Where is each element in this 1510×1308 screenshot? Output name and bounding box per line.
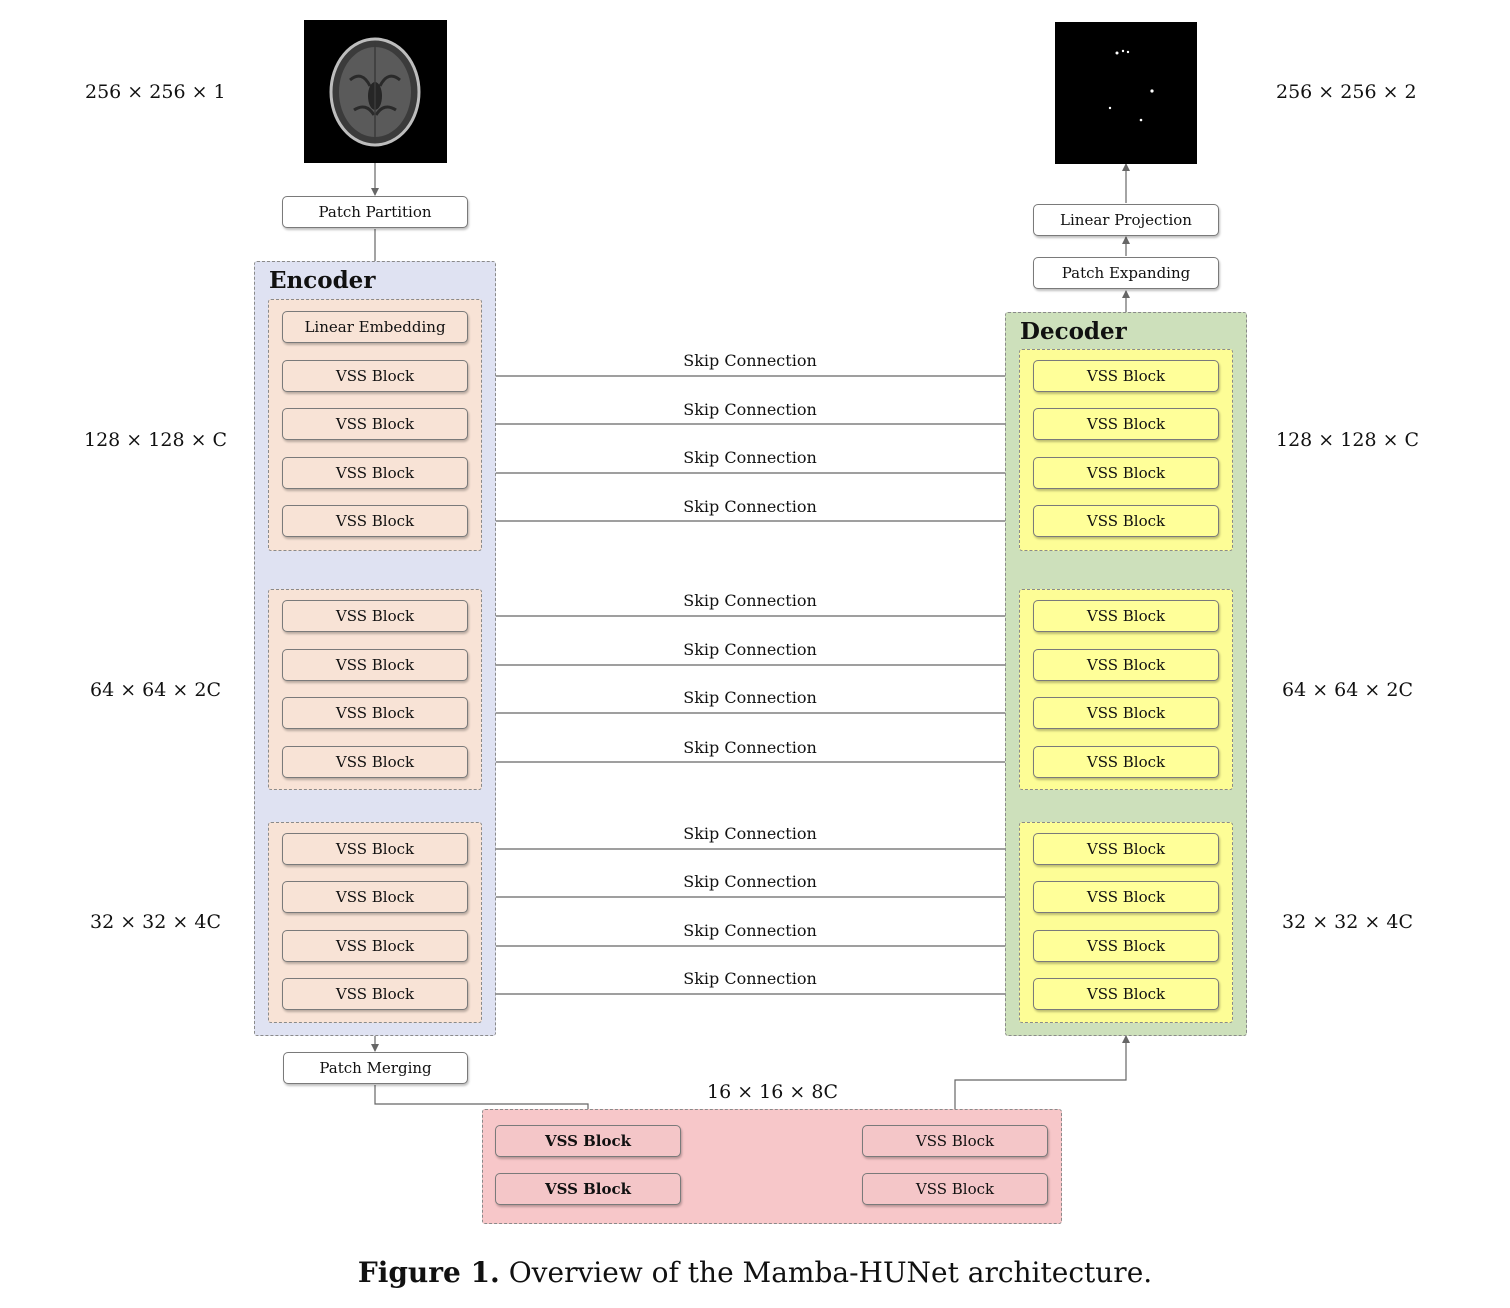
linear-projection-box: Linear Projection xyxy=(1033,204,1219,236)
encoder-vss-block: VSS Block xyxy=(282,978,468,1010)
decoder-vss-block: VSS Block xyxy=(1033,697,1219,729)
decoder-vss-block: VSS Block xyxy=(1033,408,1219,440)
encoder-vss-block: VSS Block xyxy=(282,505,468,537)
encoder-vss-block: VSS Block xyxy=(282,881,468,913)
encoder-vss-block: VSS Block xyxy=(282,833,468,865)
bottleneck-vss-block: VSS Block xyxy=(862,1125,1048,1157)
decoder-vss-block: VSS Block xyxy=(1033,881,1219,913)
figure-label: Figure 1. xyxy=(357,1256,500,1289)
patch-merging-box: Patch Merging xyxy=(283,1052,468,1084)
bottleneck-dim-label: 16 × 16 × 8C xyxy=(707,1081,838,1103)
input-mri-image xyxy=(304,20,447,163)
decoder-vss-block: VSS Block xyxy=(1033,930,1219,962)
skip-connection-label: Skip Connection xyxy=(683,351,817,370)
skip-connection-label: Skip Connection xyxy=(683,824,817,843)
skip-connection-label: Skip Connection xyxy=(683,640,817,659)
decoder-vss-block: VSS Block xyxy=(1033,746,1219,778)
decoder-vss-block: VSS Block xyxy=(1033,360,1219,392)
skip-connection-label: Skip Connection xyxy=(683,969,817,988)
dim-label-stage-2: 64 × 64 × 2C xyxy=(1282,679,1413,701)
decoder-vss-block: VSS Block xyxy=(1033,978,1219,1010)
dim-label-stage-3: 32 × 32 × 4C xyxy=(90,911,221,933)
figure-caption-text: Overview of the Mamba-HUNet architecture… xyxy=(508,1256,1153,1289)
decoder-vss-block: VSS Block xyxy=(1033,505,1219,537)
dim-label-stage-2: 64 × 64 × 2C xyxy=(90,679,221,701)
encoder-vss-block: VSS Block xyxy=(282,930,468,962)
encoder-vss-block: VSS Block xyxy=(282,746,468,778)
skip-connection-label: Skip Connection xyxy=(683,738,817,757)
skip-connection-label: Skip Connection xyxy=(683,688,817,707)
skip-connection-label: Skip Connection xyxy=(683,400,817,419)
output-mask-image xyxy=(1055,22,1197,164)
patch-partition-box: Patch Partition xyxy=(282,196,468,228)
bottleneck-vss-block: VSS Block xyxy=(495,1173,681,1205)
dim-label-output: 256 × 256 × 2 xyxy=(1276,81,1417,103)
decoder-vss-block: VSS Block xyxy=(1033,457,1219,489)
skip-connection-label: Skip Connection xyxy=(683,872,817,891)
encoder-vss-block: VSS Block xyxy=(282,408,468,440)
patch-expanding-box: Patch Expanding xyxy=(1033,257,1219,289)
encoder-vss-block: VSS Block xyxy=(282,457,468,489)
encoder-title: Encoder xyxy=(269,267,376,294)
encoder-vss-block: VSS Block xyxy=(282,600,468,632)
dim-label-stage-1: 128 × 128 × C xyxy=(1276,429,1420,451)
bottleneck-vss-block: VSS Block xyxy=(495,1125,681,1157)
skip-connection-label: Skip Connection xyxy=(683,497,817,516)
decoder-vss-block: VSS Block xyxy=(1033,833,1219,865)
encoder-vss-block: VSS Block xyxy=(282,649,468,681)
decoder-vss-block: VSS Block xyxy=(1033,600,1219,632)
skip-connection-label: Skip Connection xyxy=(683,448,817,467)
decoder-vss-block: VSS Block xyxy=(1033,649,1219,681)
linear-embedding-box: Linear Embedding xyxy=(282,311,468,343)
skip-connection-label: Skip Connection xyxy=(683,591,817,610)
encoder-vss-block: VSS Block xyxy=(282,360,468,392)
dim-label-input: 256 × 256 × 1 xyxy=(85,81,226,103)
skip-connection-label: Skip Connection xyxy=(683,921,817,940)
decoder-title: Decoder xyxy=(1020,318,1127,345)
dim-label-stage-1: 128 × 128 × C xyxy=(84,429,228,451)
bottleneck-vss-block: VSS Block xyxy=(862,1173,1048,1205)
figure-caption: Figure 1. Overview of the Mamba-HUNet ar… xyxy=(0,1256,1510,1289)
dim-label-stage-3: 32 × 32 × 4C xyxy=(1282,911,1413,933)
encoder-vss-block: VSS Block xyxy=(282,697,468,729)
